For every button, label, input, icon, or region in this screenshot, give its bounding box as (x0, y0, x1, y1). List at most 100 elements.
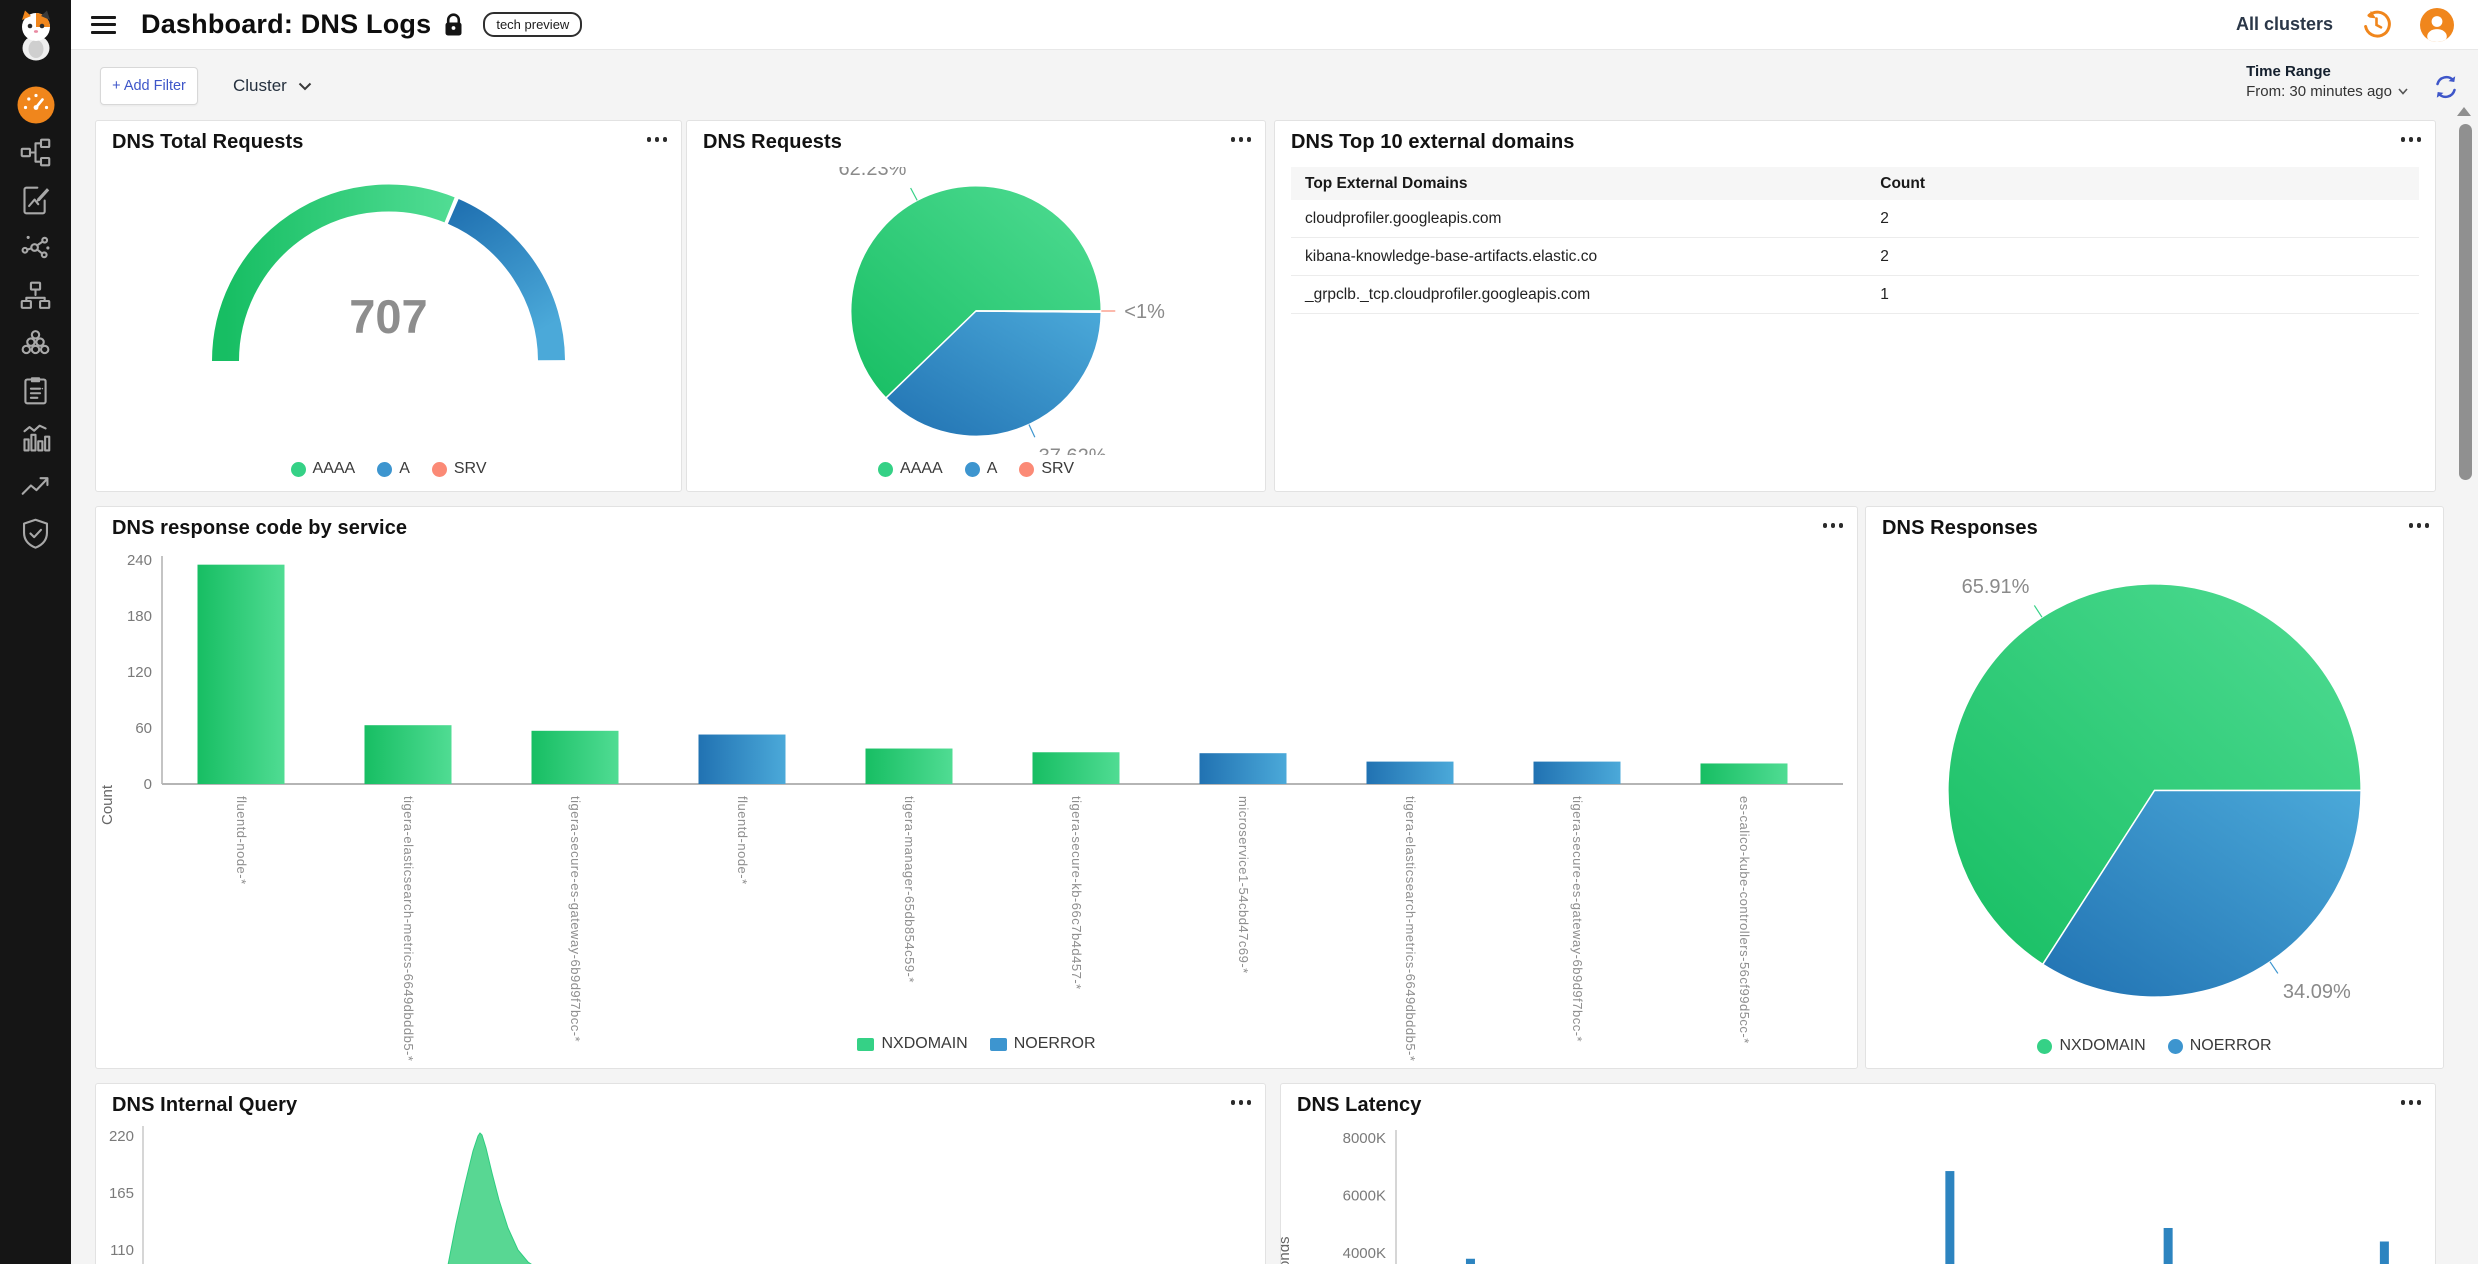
svg-text:tigera-elasticsearch-metrics-6: tigera-elasticsearch-metrics-6649dbddb5-… (401, 796, 416, 1061)
legend-item[interactable]: AAAA (290, 460, 355, 478)
svg-text:tigera-secure-es-gateway-6b9d9: tigera-secure-es-gateway-6b9d9f7bcc-* (1570, 796, 1585, 1042)
topbar-right: All clusters (2235, 7, 2478, 42)
sidebar-item-trend-arrow-icon[interactable] (0, 465, 71, 507)
panel-menu-icon[interactable] (2405, 523, 2429, 528)
sidebar-item-flow-nodes-icon[interactable] (0, 132, 71, 174)
lock-icon (444, 12, 463, 37)
table-row: kibana-knowledge-base-artifacts.elastic.… (1291, 237, 2419, 276)
chevron-down-icon (298, 82, 312, 91)
legend-item[interactable]: AAAA (878, 460, 943, 478)
panel-title: DNS Top 10 external domains (1291, 131, 1575, 153)
svg-text:tigera-secure-es-gateway-6b9d9: tigera-secure-es-gateway-6b9d9f7bcc-* (568, 796, 583, 1042)
legend-item[interactable]: SRV (1019, 460, 1074, 478)
legend-item[interactable]: NXDOMAIN (2037, 1037, 2146, 1055)
sidebar-item-shield-check-icon[interactable] (0, 512, 71, 554)
gauge-chart: 707 (96, 167, 681, 491)
svg-text:110: 110 (110, 1242, 134, 1259)
sidebar-item-cluster-circles-icon[interactable] (0, 322, 71, 364)
legend-item[interactable]: A (377, 460, 410, 478)
add-filter-button[interactable]: + Add Filter (100, 67, 198, 105)
panel-menu-icon[interactable] (1227, 1100, 1251, 1105)
svg-text:tigera-manager-65db854c59-*: tigera-manager-65db854c59-* (902, 796, 917, 983)
svg-text:microservice1-54cbd47c69-*: microservice1-54cbd47c69-* (1236, 796, 1251, 974)
legend-item[interactable]: SRV (431, 460, 486, 478)
scrollbar-up-arrow[interactable] (2457, 107, 2471, 116)
pie-chart: 62.23% 37.62% <1% (687, 167, 1265, 455)
svg-text:62.23%: 62.23% (839, 167, 907, 180)
refresh-icon[interactable] (2432, 73, 2460, 106)
svg-text:<1%: <1% (1124, 301, 1165, 323)
chart-legend: NXDOMAIN NOERROR (96, 1035, 1857, 1053)
sidebar-item-dashboard-gauge-icon[interactable] (0, 84, 71, 126)
panel-menu-icon[interactable] (2397, 137, 2421, 142)
svg-text:es-calico-kube-controllers-56c: es-calico-kube-controllers-56cf99d5cc-* (1737, 796, 1752, 1044)
svg-text:4000K: 4000K (1343, 1245, 1386, 1262)
panel-title: DNS Internal Query (112, 1094, 298, 1116)
panel-title: DNS Requests (703, 131, 843, 153)
chart-legend: NXDOMAIN NOERROR (1866, 1037, 2443, 1055)
sidebar-item-cat-logo-icon[interactable] (0, 6, 71, 64)
svg-text:8000K: 8000K (1343, 1130, 1386, 1147)
sidebar-item-document-edit-icon[interactable] (0, 179, 71, 221)
svg-text:Count: Count (99, 784, 116, 825)
table-row: cloudprofiler.googleapis.com 2 (1291, 200, 2419, 238)
table-row: _grpclb._tcp.cloudprofiler.googleapis.co… (1291, 275, 2419, 314)
panel-title: DNS Total Requests (112, 131, 304, 153)
external-domains-table: Top External Domains Count cloudprofiler.g… (1291, 167, 2419, 314)
panel-dns-response-code: DNS response code by service 0 60 120 180 24… (95, 506, 1858, 1069)
column-header: Count (1866, 167, 2419, 200)
svg-text:165: 165 (109, 1185, 134, 1202)
top-bar: Dashboard: DNS Logs tech preview All clu… (71, 0, 2478, 50)
panel-title: DNS Latency (1297, 1094, 1422, 1116)
area-chart: 220 165 110 (96, 1124, 1265, 1264)
svg-text:240: 240 (127, 553, 152, 569)
pie-chart: 65.91% 34.09% (1866, 553, 2443, 1028)
svg-text:fluentd-node-*: fluentd-node-* (735, 796, 750, 885)
svg-text:0: 0 (144, 776, 152, 793)
svg-text:65.91%: 65.91% (1962, 576, 2030, 598)
latency-bar-chart: 8000K 6000K 4000K Microseconds (1281, 1124, 2435, 1264)
time-range-label: Time Range (2246, 63, 2331, 80)
panel-menu-icon[interactable] (643, 137, 667, 142)
cluster-dropdown[interactable]: Cluster (233, 67, 312, 105)
legend-item[interactable]: NOERROR (2167, 1037, 2272, 1055)
user-avatar-icon[interactable] (2420, 7, 2454, 42)
hamburger-icon[interactable] (91, 11, 117, 38)
panel-title: DNS Responses (1882, 517, 2038, 539)
cluster-dropdown-label: Cluster (233, 76, 287, 95)
page-title: Dashboard: DNS Logs (141, 9, 432, 39)
svg-text:fluentd-node-*: fluentd-node-* (234, 796, 249, 885)
chart-legend: AAAA A SRV (96, 460, 681, 478)
tech-preview-badge: tech preview (483, 12, 583, 37)
scrollbar-thumb[interactable] (2459, 124, 2472, 480)
history-icon[interactable] (2361, 9, 2392, 40)
svg-text:6000K: 6000K (1343, 1188, 1386, 1205)
time-range-selector[interactable]: Time Range From: 30 minutes ago (2246, 63, 2408, 100)
chevron-down-icon (2398, 88, 2408, 95)
all-clusters-selector[interactable]: All clusters (2235, 14, 2333, 34)
legend-item[interactable]: NOERROR (989, 1035, 1096, 1053)
svg-text:Microseconds: Microseconds (1281, 1236, 1293, 1264)
panel-title: DNS response code by service (112, 517, 408, 539)
top-domains-table: Top External Domains Count cloudprofiler.g… (1291, 167, 2419, 314)
sidebar-item-clipboard-report-icon[interactable] (0, 370, 71, 412)
sidebar (0, 0, 71, 1264)
sidebar-item-network-topology-icon[interactable] (0, 274, 71, 316)
svg-text:180: 180 (127, 608, 152, 625)
sidebar-item-service-graph-icon[interactable] (0, 227, 71, 269)
svg-text:tigera-elasticsearch-metrics-6: tigera-elasticsearch-metrics-6649dbddb5-… (1403, 796, 1418, 1061)
svg-text:120: 120 (127, 664, 152, 681)
chart-legend: AAAA A SRV (687, 460, 1265, 478)
panel-dns-latency: DNS Latency 8000K 6000K 4000K Microseconds (1280, 1083, 2436, 1264)
panel-menu-icon[interactable] (2397, 1100, 2421, 1105)
panel-dns-responses: DNS Responses 65.91% 34.09% NXDOMAIN NOERR… (1865, 506, 2444, 1069)
svg-text:34.09%: 34.09% (2283, 981, 2351, 1003)
legend-item[interactable]: NXDOMAIN (857, 1035, 968, 1053)
panel-dns-total-requests: DNS Total Requests 707 AAAA A SRV (95, 120, 682, 492)
svg-text:220: 220 (109, 1128, 134, 1145)
panel-menu-icon[interactable] (1819, 523, 1843, 528)
sidebar-item-bar-stats-icon[interactable] (0, 417, 71, 459)
legend-item[interactable]: A (964, 460, 997, 478)
panel-menu-icon[interactable] (1227, 137, 1251, 142)
